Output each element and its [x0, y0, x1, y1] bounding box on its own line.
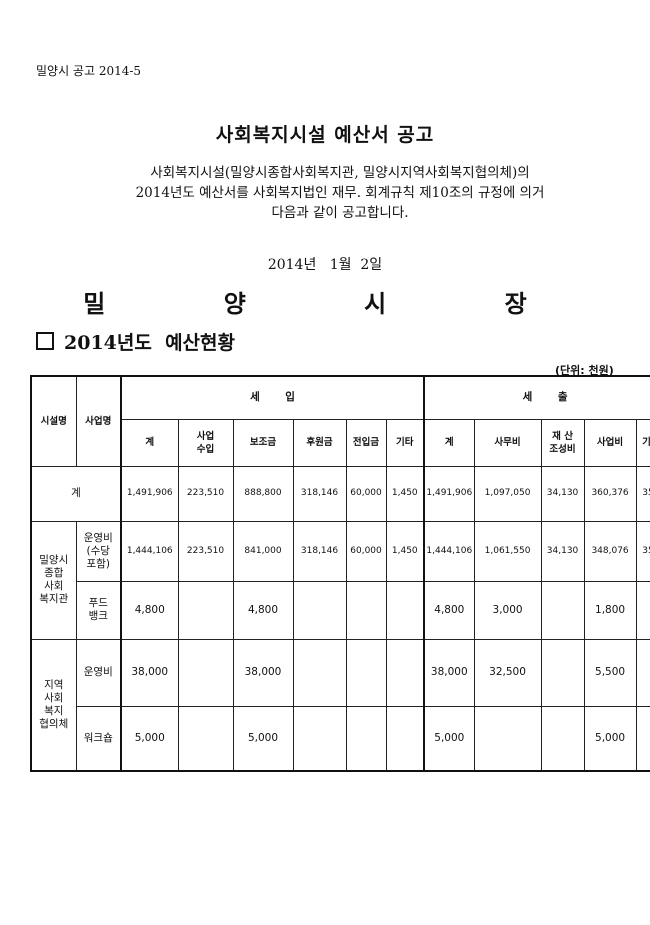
cell	[345, 705, 387, 772]
cell: 1,450	[385, 520, 426, 582]
cell	[177, 638, 234, 707]
cell	[177, 705, 234, 772]
facility-name: 밀양시 종합 사회 복지관	[30, 520, 77, 640]
table-row: 워크숍 5,000 5,000 5,000 5,000	[31, 705, 650, 772]
cell	[540, 705, 585, 772]
expense-col-header: 사업비	[583, 418, 637, 467]
cell: 350	[635, 465, 650, 522]
cell: 32,500	[473, 638, 542, 707]
project-name: 운영비	[75, 638, 122, 707]
cell: 360,376	[583, 465, 637, 522]
cell	[385, 638, 426, 707]
cell	[540, 580, 585, 640]
income-col-header: 기타	[385, 418, 426, 467]
header-expense: 세 출	[423, 375, 650, 420]
project-name: 워크숍	[75, 705, 122, 772]
cell: 1,444,106	[120, 520, 179, 582]
cell: 34,130	[540, 520, 585, 582]
expense-col-header: 기타	[635, 418, 650, 467]
cell	[473, 705, 542, 772]
cell: 38,000	[232, 638, 294, 707]
cell: 1,491,906	[120, 465, 179, 522]
cell	[635, 638, 650, 707]
cell	[635, 705, 650, 772]
cell: 841,000	[232, 520, 294, 582]
notice-body: 사회복지시설(밀양시종합사회복지관, 밀양시지역사회복지협의체)의 2014년도…	[70, 163, 610, 223]
facility-name: 지역 사회 복지 협의체	[30, 638, 77, 772]
checkbox-square-icon	[36, 332, 54, 350]
cell: 38,000	[423, 638, 475, 707]
issuer: 밀 양 시 장	[83, 290, 567, 318]
cell: 1,444,106	[423, 520, 475, 582]
project-name: 푸드 뱅크	[75, 580, 122, 640]
body-line: 다음과 같이 공고합니다.	[271, 205, 409, 221]
cell: 348,076	[583, 520, 637, 582]
notice-date: 2014년 1월 2일	[267, 257, 383, 273]
cell: 1,450	[385, 465, 426, 522]
cell	[292, 638, 347, 707]
income-col-header: 사업 수입	[177, 418, 234, 467]
income-col-header: 계	[120, 418, 179, 467]
project-name: 운영비 (수당 포함)	[75, 520, 122, 582]
total-row: 계 1,491,906 223,510 888,800 318,146 60,000 1,4…	[30, 465, 650, 522]
cell: 318,146	[292, 520, 347, 582]
cell	[292, 705, 347, 772]
notice-number: 밀양시 공고 2014-5	[36, 64, 142, 78]
section-title: 2014년도 예산현황	[64, 332, 235, 354]
section-heading: 2014년도 예산현황	[36, 328, 235, 355]
table-row: 지역 사회 복지 협의체 운영비 38,000 38,000 38,000 32,500 5…	[30, 638, 650, 772]
total-label: 계	[30, 465, 122, 522]
cell: 318,146	[292, 465, 347, 522]
document-title: 사회복지시설 예산서 공고	[215, 124, 435, 146]
income-col-header: 후원금	[292, 418, 347, 467]
expense-col-header: 사무비	[473, 418, 542, 467]
cell: 223,510	[177, 465, 234, 522]
cell: 5,500	[583, 638, 637, 707]
cell	[635, 580, 650, 640]
header-project: 사업명	[75, 375, 122, 467]
cell	[177, 580, 234, 640]
cell: 888,800	[232, 465, 294, 522]
cell: 38,000	[120, 638, 179, 707]
cell: 60,000	[345, 465, 387, 522]
cell	[385, 580, 426, 640]
expense-col-header: 재 산 조성비	[540, 418, 585, 467]
cell: 5,000	[232, 705, 294, 772]
cell: 223,510	[177, 520, 234, 582]
cell: 4,800	[232, 580, 294, 640]
cell	[345, 580, 387, 640]
cell: 4,800	[120, 580, 179, 640]
body-line: 사회복지시설(밀양시종합사회복지관, 밀양시지역사회복지협의체)의	[150, 165, 530, 181]
cell	[385, 705, 426, 772]
header-income: 세 입	[120, 375, 426, 420]
income-col-header: 보조금	[232, 418, 294, 467]
cell	[345, 638, 387, 707]
cell: 3,000	[473, 580, 542, 640]
cell: 1,097,050	[473, 465, 542, 522]
income-col-header: 전입금	[345, 418, 387, 467]
cell: 60,000	[345, 520, 387, 582]
table-row: 푸드 뱅크 4,800 4,800 4,800 3,000 1,800	[31, 580, 650, 640]
unit-label: (단위: 천원)	[555, 364, 614, 377]
cell: 1,491,906	[423, 465, 475, 522]
body-line: 2014년도 예산서를 사회복지법인 재무. 회계규칙 제10조의 규정에 의거	[135, 185, 545, 201]
cell: 1,800	[583, 580, 637, 640]
table-row: 밀양시 종합 사회 복지관 운영비 (수당 포함) 1,444,106 223,510…	[30, 520, 650, 640]
cell: 1,061,550	[473, 520, 542, 582]
cell: 5,000	[120, 705, 179, 772]
header-facility: 시설명	[30, 375, 77, 467]
budget-table: 시설명 사업명 세 입 세 출 계 사업 수입 보조금 후원금 전입금 기타 계 사무비 재 산…	[30, 375, 650, 772]
cell: 5,000	[583, 705, 637, 772]
expense-col-header: 계	[423, 418, 475, 467]
cell: 4,800	[423, 580, 475, 640]
cell	[292, 580, 347, 640]
cell	[540, 638, 585, 707]
cell: 34,130	[540, 465, 585, 522]
cell: 350	[635, 520, 650, 582]
cell: 5,000	[423, 705, 475, 772]
